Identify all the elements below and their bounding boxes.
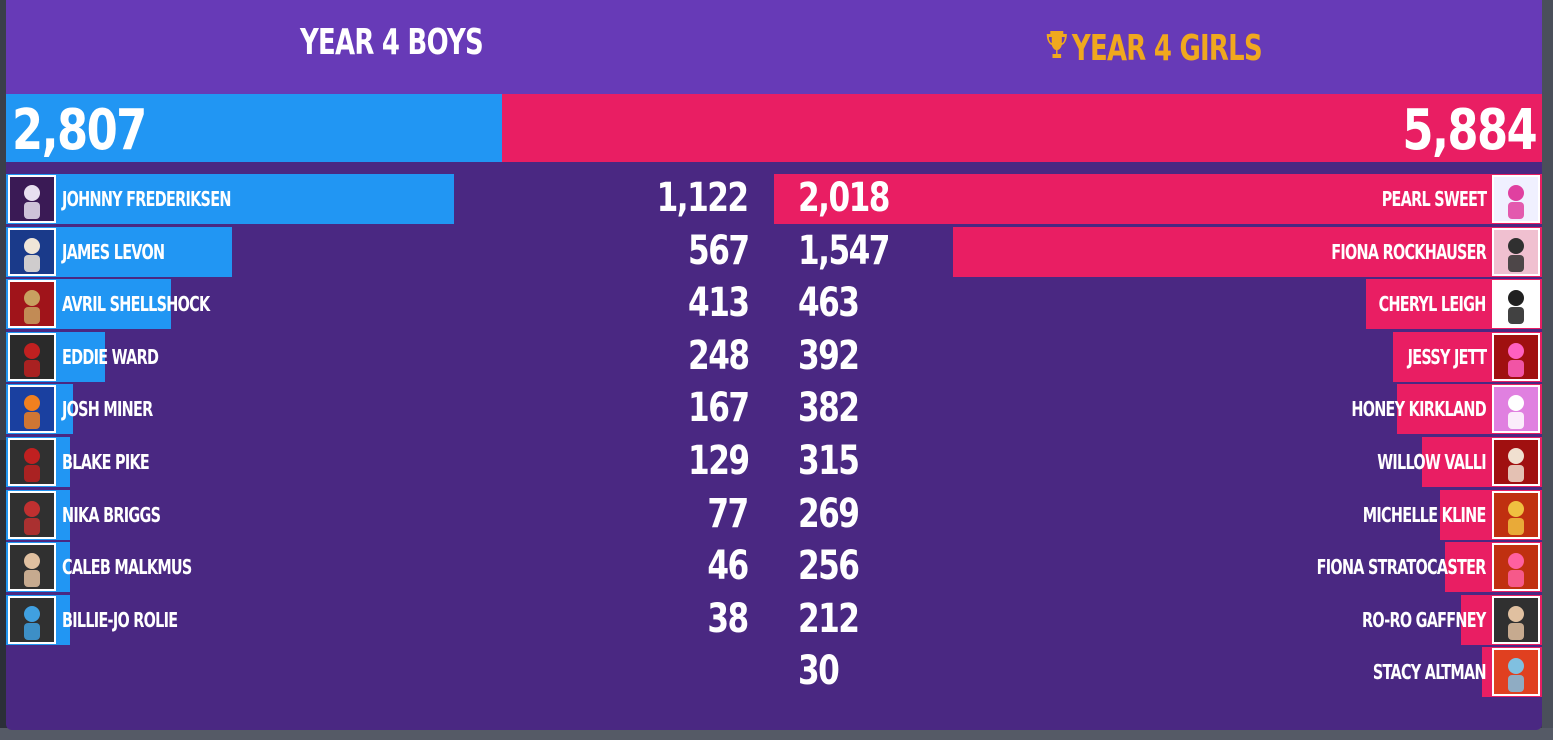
team-totals: 2,807 5,884	[6, 94, 1542, 163]
player-avatar	[1492, 280, 1540, 328]
player-name: JOHNNY FREDERIKSEN	[62, 187, 231, 211]
score-bar	[774, 174, 1542, 224]
player-score: 567	[687, 228, 750, 274]
boy-player-row: BILLIE-JO ROLIE	[6, 595, 776, 645]
leaderboard-header: YEAR 4 BOYS YEAR 4 GIRLS	[6, 0, 1542, 94]
girl-player-row: RO-RO GAFFNEY	[772, 595, 1542, 645]
player-score: 248	[687, 333, 750, 379]
boys-total-bar	[6, 94, 502, 162]
boy-player-row: JOSH MINER	[6, 384, 776, 434]
player-score: 46	[707, 543, 750, 589]
player-score: 212	[798, 596, 860, 642]
girls-team-title-text: YEAR 4 GIRLS	[1071, 28, 1263, 69]
player-name: HONEY KIRKLAND	[1351, 397, 1486, 421]
boy-player-row: AVRIL SHELLSHOCK	[6, 279, 776, 329]
player-avatar	[8, 543, 56, 591]
player-avatar	[1492, 543, 1540, 591]
leaderboard-panel: YEAR 4 BOYS YEAR 4 GIRLS 2,807 5,884 JOH…	[6, 0, 1542, 730]
player-avatar	[1492, 385, 1540, 433]
player-name: JESSY JETT	[1407, 345, 1486, 369]
player-score: 38	[707, 596, 750, 642]
player-score: 269	[798, 491, 860, 537]
player-name: FIONA STRATOCASTER	[1317, 555, 1487, 579]
player-score: 2,018	[798, 175, 890, 221]
player-score: 77	[707, 491, 750, 537]
girl-player-row: FIONA ROCKHAUSER	[772, 227, 1542, 277]
boy-player-row: JOHNNY FREDERIKSEN	[6, 174, 776, 224]
boy-player-row: CALEB MALKMUS	[6, 542, 776, 592]
player-avatar	[1492, 438, 1540, 486]
boy-player-row: BLAKE PIKE	[6, 437, 776, 487]
boy-player-row: NIKA BRIGGS	[6, 490, 776, 540]
girl-player-row: FIONA STRATOCASTER	[772, 542, 1542, 592]
player-name: WILLOW VALLI	[1377, 450, 1486, 474]
player-avatar	[8, 438, 56, 486]
player-score: 382	[798, 385, 860, 431]
player-avatar	[1492, 333, 1540, 381]
player-name: FIONA ROCKHAUSER	[1331, 240, 1487, 264]
player-avatar	[8, 175, 56, 223]
girl-player-row: CHERYL LEIGH	[772, 279, 1542, 329]
player-name: AVRIL SHELLSHOCK	[62, 292, 210, 316]
player-score: 1,122	[657, 175, 749, 221]
player-name: NIKA BRIGGS	[62, 503, 161, 527]
boys-team-title: YEAR 4 BOYS	[300, 22, 484, 63]
player-name: PEARL SWEET	[1381, 187, 1486, 211]
player-score: 463	[798, 280, 860, 326]
player-avatar	[1492, 228, 1540, 276]
player-name: BILLIE-JO ROLIE	[62, 608, 178, 632]
player-name: RO-RO GAFFNEY	[1362, 608, 1486, 632]
player-avatar	[1492, 648, 1540, 696]
player-score: 30	[798, 648, 840, 694]
score-bar	[6, 174, 454, 224]
player-avatar	[8, 333, 56, 381]
player-score: 413	[687, 280, 750, 326]
boy-player-row: JAMES LEVON	[6, 227, 776, 277]
boys-total-score: 2,807	[12, 98, 147, 163]
trophy-icon	[1046, 28, 1068, 69]
player-score: 1,547	[798, 228, 890, 274]
player-name: JOSH MINER	[62, 397, 153, 421]
girl-player-row: HONEY KIRKLAND	[772, 384, 1542, 434]
player-avatar	[1492, 491, 1540, 539]
player-avatar	[1492, 175, 1540, 223]
player-avatar	[8, 491, 56, 539]
player-score: 315	[798, 438, 860, 484]
girl-player-row: JESSY JETT	[772, 332, 1542, 382]
player-avatar	[8, 280, 56, 328]
player-score: 129	[687, 438, 750, 484]
player-name: MICHELLE KLINE	[1363, 503, 1487, 527]
player-name: CHERYL LEIGH	[1379, 292, 1487, 316]
player-name: EDDIE WARD	[62, 345, 159, 369]
player-score: 256	[798, 543, 860, 589]
girl-player-row: STACY ALTMAN	[772, 647, 1542, 697]
background-taskbar	[0, 728, 1553, 740]
player-avatar	[8, 228, 56, 276]
girls-team-title: YEAR 4 GIRLS	[1046, 28, 1263, 69]
girls-total-bar	[502, 94, 1542, 162]
player-avatar	[1492, 596, 1540, 644]
score-bar	[953, 227, 1542, 277]
boy-player-row: EDDIE WARD	[6, 332, 776, 382]
player-score: 167	[687, 385, 750, 431]
girl-player-row: PEARL SWEET	[772, 174, 1542, 224]
player-name: BLAKE PIKE	[62, 450, 150, 474]
player-name: STACY ALTMAN	[1373, 660, 1487, 684]
background-window-edge	[1542, 0, 1553, 740]
girl-player-row: MICHELLE KLINE	[772, 490, 1542, 540]
player-avatar	[8, 596, 56, 644]
player-avatar	[8, 385, 56, 433]
background-window	[0, 440, 8, 740]
player-score: 392	[798, 333, 860, 379]
girls-total-score: 5,884	[1402, 98, 1537, 163]
girl-player-row: WILLOW VALLI	[772, 437, 1542, 487]
player-name: JAMES LEVON	[62, 240, 165, 264]
player-name: CALEB MALKMUS	[62, 555, 192, 579]
